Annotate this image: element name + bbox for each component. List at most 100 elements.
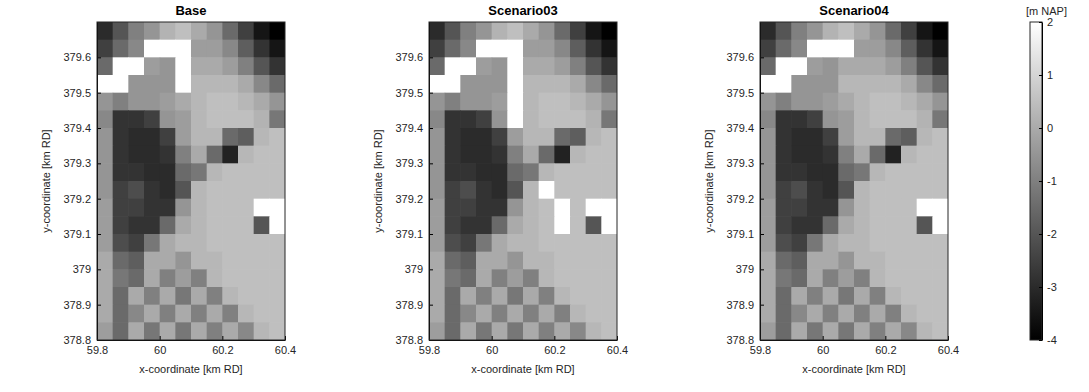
cell xyxy=(207,216,223,234)
cell xyxy=(445,110,461,128)
cell xyxy=(207,234,223,252)
cell xyxy=(932,57,948,75)
cell xyxy=(523,146,539,164)
cell xyxy=(932,252,948,270)
cell xyxy=(429,216,445,234)
cell xyxy=(128,322,144,340)
cell xyxy=(807,269,823,287)
cell xyxy=(932,128,948,146)
cell xyxy=(901,128,917,146)
cell xyxy=(476,322,492,340)
cell xyxy=(507,93,523,111)
tick-mark xyxy=(760,199,764,200)
cell xyxy=(554,57,570,75)
cell xyxy=(838,128,854,146)
cell xyxy=(760,234,776,252)
cell xyxy=(760,75,776,93)
cell xyxy=(207,22,223,40)
cell xyxy=(144,322,160,340)
cell xyxy=(476,128,492,146)
cell xyxy=(238,287,254,305)
tick-label: 378.8 xyxy=(726,334,754,346)
cell xyxy=(191,216,207,234)
cell xyxy=(222,287,238,305)
cell xyxy=(570,93,586,111)
tick: 379.3 xyxy=(726,157,764,169)
cell xyxy=(222,22,238,40)
cell xyxy=(791,146,807,164)
cell xyxy=(175,305,191,323)
cell xyxy=(586,128,602,146)
plot-frame xyxy=(760,22,948,340)
cell xyxy=(570,252,586,270)
cell xyxy=(807,93,823,111)
cell xyxy=(222,163,238,181)
tick: -2 xyxy=(1039,228,1057,240)
cell xyxy=(507,305,523,323)
cell xyxy=(539,22,555,40)
cell xyxy=(870,181,886,199)
cell xyxy=(776,93,792,111)
cell xyxy=(870,75,886,93)
cell xyxy=(507,75,523,93)
x-axis: 59.86060.260.4 xyxy=(419,336,628,356)
cell xyxy=(539,287,555,305)
tick-mark xyxy=(760,234,764,235)
cell xyxy=(760,93,776,111)
cell xyxy=(222,128,238,146)
tick-label: 379.4 xyxy=(395,122,423,134)
cell xyxy=(507,322,523,340)
cell xyxy=(901,146,917,164)
cell xyxy=(823,269,839,287)
x-axis-title: x-coordinate [km RD] xyxy=(471,363,574,375)
tick-label: 379.1 xyxy=(395,228,423,240)
cell xyxy=(917,287,933,305)
tick-label: 379.6 xyxy=(63,51,91,63)
cell xyxy=(128,146,144,164)
cell xyxy=(160,40,176,58)
cell xyxy=(870,252,886,270)
cell xyxy=(128,110,144,128)
cell xyxy=(492,57,508,75)
tick-mark xyxy=(1039,75,1042,76)
cell xyxy=(238,216,254,234)
cell xyxy=(601,163,617,181)
cell xyxy=(492,181,508,199)
cell xyxy=(175,322,191,340)
cell xyxy=(776,22,792,40)
cell xyxy=(191,128,207,146)
cell xyxy=(445,93,461,111)
cell xyxy=(885,40,901,58)
cell xyxy=(128,216,144,234)
cell xyxy=(586,269,602,287)
cell xyxy=(113,146,129,164)
cell xyxy=(854,40,870,58)
cell xyxy=(932,181,948,199)
cell xyxy=(476,287,492,305)
cell xyxy=(207,128,223,146)
cell xyxy=(476,75,492,93)
y-axis: 378.8378.9379379.1379.2379.3379.4379.537… xyxy=(726,23,764,347)
cell xyxy=(885,57,901,75)
cell xyxy=(269,22,285,40)
cell xyxy=(113,110,129,128)
tick-mark xyxy=(492,336,493,340)
cell xyxy=(128,57,144,75)
cell xyxy=(917,93,933,111)
cell xyxy=(776,181,792,199)
cell xyxy=(554,269,570,287)
cell xyxy=(586,181,602,199)
cell xyxy=(932,93,948,111)
cell xyxy=(807,22,823,40)
cell xyxy=(791,181,807,199)
cell xyxy=(539,40,555,58)
cell xyxy=(429,75,445,93)
cell xyxy=(254,269,270,287)
cells xyxy=(97,22,285,340)
tick: 379.2 xyxy=(726,193,764,205)
cell xyxy=(807,163,823,181)
cell xyxy=(838,216,854,234)
cell xyxy=(932,234,948,252)
cell xyxy=(191,305,207,323)
cell xyxy=(776,75,792,93)
